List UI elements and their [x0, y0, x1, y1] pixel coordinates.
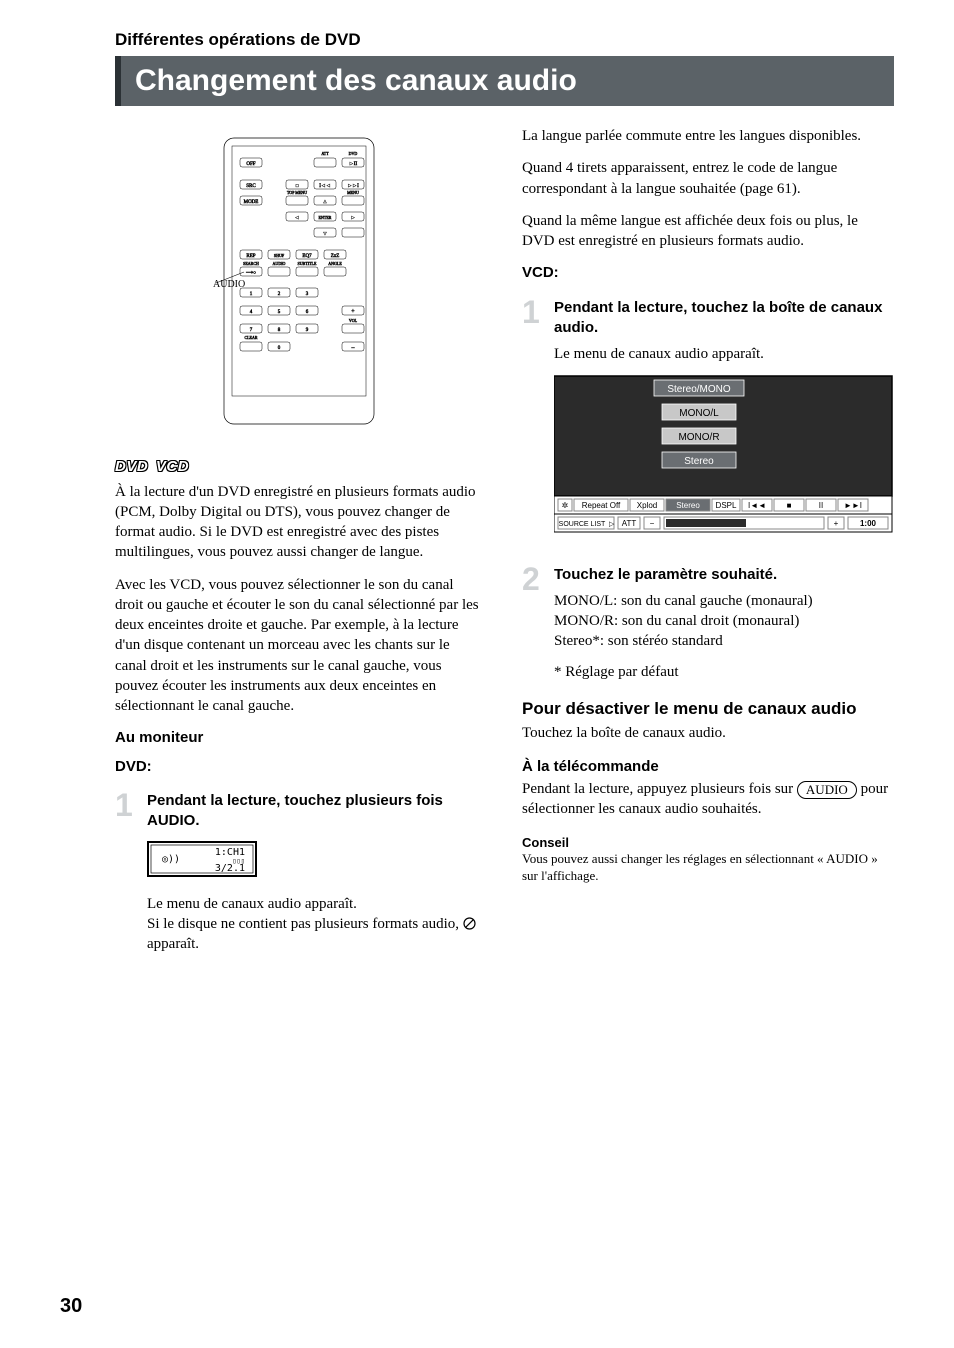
audio-lcd-icon: ◎)) 1:CH1 ▯▯▯ 3/2.1 — [147, 841, 482, 883]
dvd-step-1-text-c: apparaît. — [147, 936, 199, 952]
svg-text:DVD: DVD — [348, 151, 357, 156]
vcd-step-2-line-1: MONO/L: son du canal gauche (monaural) — [554, 591, 894, 611]
svg-text:ENTER: ENTER — [318, 215, 331, 220]
dvd-step-1-text: Le menu de canaux audio apparaît. Si le … — [147, 894, 482, 955]
remote-illustration: AUDIO OFF ATT DVD ►II SRC ■ I◄◄ ►►I TOP M… — [115, 136, 482, 432]
svg-text:▼: ▼ — [322, 232, 327, 237]
vcd-subheading: VCD: — [522, 263, 894, 283]
right-para-2: Quand 4 tirets apparaissent, entrez le c… — [522, 158, 894, 199]
prohibit-icon — [463, 917, 476, 930]
vcd-step-2-line-3: Stereo*: son stéréo standard — [554, 631, 894, 651]
svg-text:REP: REP — [246, 254, 255, 259]
svg-text:I◄◄: I◄◄ — [748, 501, 766, 510]
svg-text:►►I: ►►I — [844, 501, 862, 510]
remote-text: Pendant la lecture, appuyez plusieurs fo… — [522, 779, 894, 820]
vcd-step-2-title: Touchez le paramètre souhaité. — [554, 565, 894, 585]
svg-text:AUDIO: AUDIO — [272, 261, 285, 266]
svg-text:✲: ✲ — [562, 501, 569, 510]
svg-text:►: ► — [350, 216, 355, 221]
svg-text:Stereo: Stereo — [676, 501, 700, 510]
svg-text:Stereo/MONO: Stereo/MONO — [667, 384, 731, 395]
menu-screenshot: Stereo/MONO MONO/L MONO/R Stereo ✲ Repea… — [554, 374, 894, 540]
svg-text:ANGLE: ANGLE — [328, 261, 342, 266]
svg-text:▷: ▷ — [609, 521, 615, 528]
svg-text:EQ7: EQ7 — [302, 254, 312, 259]
svg-text:3/2.1: 3/2.1 — [215, 863, 245, 874]
disable-menu-text: Touchez la boîte de canaux audio. — [522, 723, 894, 743]
svg-text:◄: ◄ — [294, 216, 299, 221]
remote-text-a: Pendant la lecture, appuyez plusieurs fo… — [522, 781, 797, 797]
audio-button-label: AUDIO — [797, 781, 857, 799]
svg-text:⟶○: ⟶○ — [245, 271, 255, 276]
svg-text:■: ■ — [787, 501, 792, 510]
content-columns: AUDIO OFF ATT DVD►II SRC ■ I◄◄ ►►I TOP M… — [115, 126, 894, 962]
intro-paragraph-2: Avec les VCD, vous pouvez sélectionner l… — [115, 575, 482, 717]
page-title: Changement des canaux audio — [115, 56, 894, 106]
svg-text:Stereo: Stereo — [684, 456, 714, 467]
svg-text:MONO/R: MONO/R — [678, 432, 719, 443]
dvd-step-1-title: Pendant la lecture, touchez plusieurs fo… — [147, 791, 482, 832]
section-label: Différentes opérations de DVD — [115, 30, 894, 50]
svg-text:►►I: ►►I — [347, 184, 359, 189]
left-column: AUDIO OFF ATT DVD ►II SRC ■ I◄◄ ►►I TOP M… — [115, 126, 482, 962]
svg-text:■: ■ — [295, 184, 298, 189]
tip-text: Vous pouvez aussi changer les réglages e… — [522, 851, 894, 885]
svg-text:▲: ▲ — [322, 200, 327, 205]
vcd-step-1-title: Pendant la lecture, touchez la boîte de … — [554, 298, 894, 339]
remote-heading: À la télécommande — [522, 757, 894, 777]
dvd-step-1-text-b: Si le disque ne contient pas plusieurs f… — [147, 916, 463, 932]
right-para-1: La langue parlée commute entre les langu… — [522, 126, 894, 146]
remote-audio-callout: AUDIO — [213, 278, 245, 292]
svg-text:CLEAR: CLEAR — [244, 335, 257, 340]
intro-paragraph-1: À la lecture d'un DVD enregistré en plus… — [115, 482, 482, 563]
step-number-2: 2 — [522, 565, 546, 682]
monitor-label: Au moniteur — [115, 728, 482, 748]
step-number-1b: 1 — [522, 298, 546, 551]
svg-text:SRC: SRC — [246, 184, 256, 189]
svg-text:DSPL: DSPL — [716, 501, 737, 510]
right-para-3: Quand la même langue est affichée deux f… — [522, 211, 894, 252]
svg-text:ATT: ATT — [622, 519, 637, 528]
svg-text:+: + — [834, 519, 839, 528]
svg-text:SHUF: SHUF — [273, 253, 284, 258]
svg-text:►II: ►II — [348, 162, 357, 167]
svg-text:II: II — [819, 501, 823, 510]
dvd-subheading: DVD: — [115, 757, 482, 777]
svg-text:◎)): ◎)) — [162, 854, 180, 865]
svg-text:SOURCE LIST: SOURCE LIST — [559, 521, 606, 528]
svg-text:TOP MENU: TOP MENU — [286, 190, 306, 195]
vcd-step-2: 2 Touchez le paramètre souhaité. MONO/L:… — [522, 565, 894, 682]
svg-text:MENU: MENU — [347, 190, 359, 195]
right-column: La langue parlée commute entre les langu… — [522, 126, 894, 962]
disable-menu-heading: Pour désactiver le menu de canaux audio — [522, 698, 894, 721]
svg-text:MODE: MODE — [243, 200, 258, 205]
vcd-step-2-note: * Réglage par défaut — [554, 662, 894, 682]
dvd-step-1-text-a: Le menu de canaux audio apparaît. — [147, 896, 357, 912]
svg-text:ATT: ATT — [321, 151, 329, 156]
vcd-step-1: 1 Pendant la lecture, touchez la boîte d… — [522, 298, 894, 551]
svg-text:Xplod: Xplod — [637, 501, 657, 510]
dvd-badge: DVD — [115, 457, 148, 477]
svg-text:−: − — [650, 519, 655, 528]
svg-text:VOL: VOL — [348, 318, 357, 323]
svg-text:SEARCH: SEARCH — [243, 261, 259, 266]
svg-text:MONO/L: MONO/L — [679, 408, 719, 419]
svg-text:ZxZ: ZxZ — [330, 254, 339, 259]
svg-text:1:00: 1:00 — [860, 519, 877, 528]
vcd-badge: VCD — [156, 457, 189, 477]
tip-label: Conseil — [522, 834, 894, 852]
svg-text:Repeat Off: Repeat Off — [582, 501, 621, 510]
svg-text:SUBTITLE: SUBTITLE — [297, 261, 316, 266]
page-number: 30 — [60, 1295, 82, 1318]
svg-text:I◄◄: I◄◄ — [319, 184, 331, 189]
vcd-step-1-text: Le menu de canaux audio apparaît. — [554, 344, 894, 364]
step-number-1: 1 — [115, 791, 139, 955]
format-badges: DVD VCD — [115, 457, 482, 477]
dvd-step-1: 1 Pendant la lecture, touchez plusieurs … — [115, 791, 482, 955]
svg-text:OFF: OFF — [246, 162, 255, 167]
vcd-step-2-line-2: MONO/R: son du canal droit (monaural) — [554, 611, 894, 631]
